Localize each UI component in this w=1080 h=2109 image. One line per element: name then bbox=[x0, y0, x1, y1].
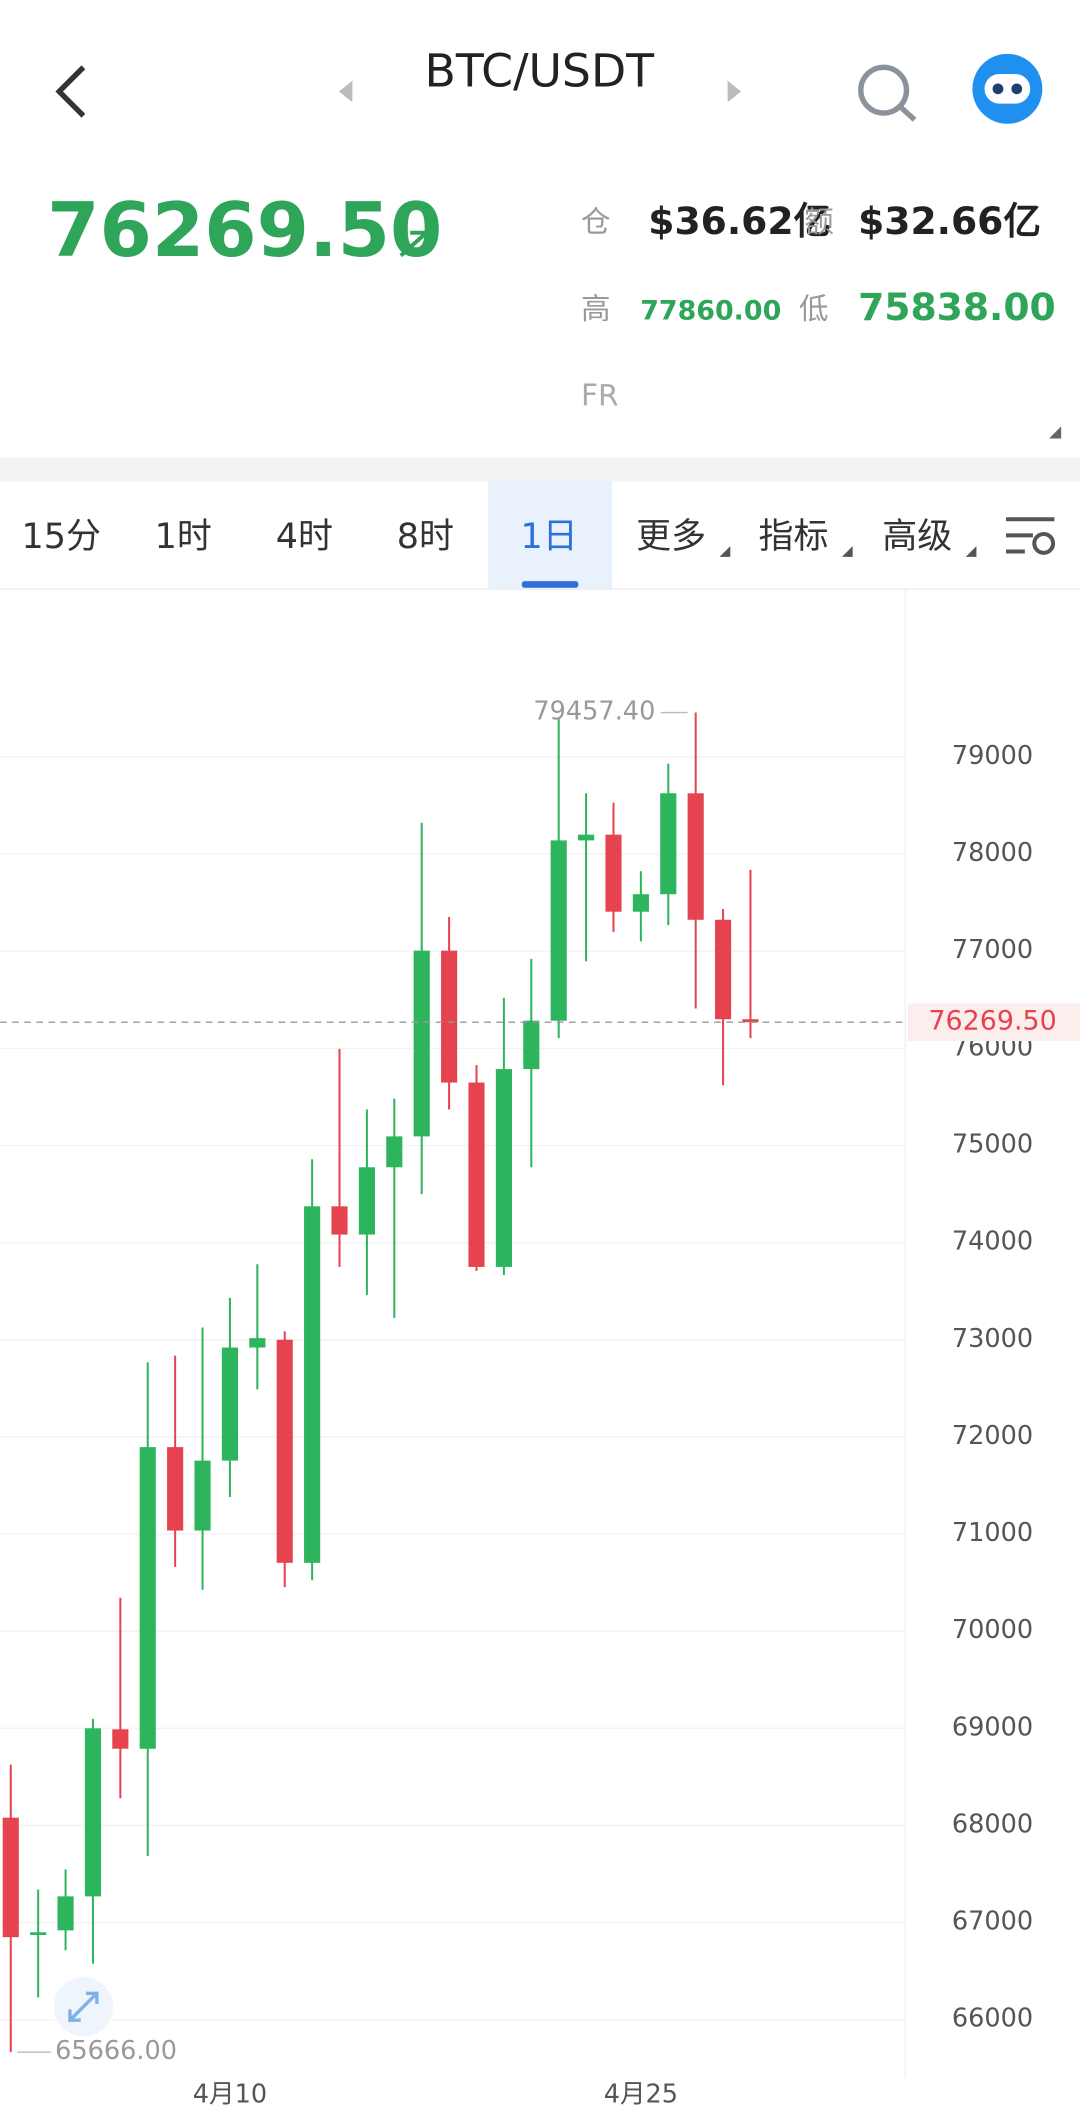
y-tick-label: 75000 bbox=[952, 1130, 1033, 1160]
candle-body bbox=[495, 1069, 512, 1267]
low-value: 75838.00 bbox=[858, 285, 1056, 329]
last-price-label: 76269.50 bbox=[928, 1006, 1056, 1037]
y-tick-label: 73000 bbox=[952, 1324, 1033, 1354]
last-price-tag bbox=[907, 1003, 1080, 1042]
timeframe-tab[interactable]: 指标 bbox=[759, 517, 829, 557]
candle-body bbox=[276, 1339, 293, 1563]
candle-body bbox=[84, 1728, 102, 1897]
separator bbox=[0, 457, 1080, 482]
high-label: 高 bbox=[581, 292, 611, 326]
x-tick-label: 4月10 bbox=[193, 2079, 267, 2109]
min-label: 65666.00 bbox=[55, 2036, 177, 2066]
y-tick-label: 72000 bbox=[952, 1421, 1033, 1451]
candle-body bbox=[413, 950, 430, 1137]
pair-title[interactable]: BTC/USDT bbox=[425, 45, 656, 98]
candle-body bbox=[715, 919, 732, 1020]
x-tick-label: 4月25 bbox=[604, 2079, 678, 2109]
y-tick-label: 77000 bbox=[952, 935, 1033, 965]
price-arrow bbox=[399, 230, 429, 258]
timeframe-tab[interactable]: 15分 bbox=[22, 517, 101, 557]
candle-body bbox=[578, 834, 595, 841]
dropdown-caret bbox=[719, 546, 731, 557]
timeframe-tab[interactable]: 4时 bbox=[276, 517, 333, 557]
candle-body bbox=[523, 1020, 540, 1070]
back-button[interactable] bbox=[55, 65, 86, 118]
candle-body bbox=[550, 840, 567, 1021]
candle-body bbox=[167, 1447, 184, 1531]
tab-indicator bbox=[521, 581, 579, 588]
candle-body bbox=[139, 1447, 156, 1749]
dropdown-caret bbox=[965, 546, 977, 557]
oi-label: 仓 bbox=[581, 205, 611, 239]
vol-label: 额 bbox=[804, 205, 834, 239]
candle-body bbox=[221, 1347, 239, 1461]
candle-body bbox=[304, 1206, 321, 1563]
avatar[interactable] bbox=[972, 53, 1043, 124]
timeframe-tab[interactable]: 高级 bbox=[882, 517, 952, 557]
high-value: 77860.00 bbox=[640, 296, 781, 327]
y-tick-label: 74000 bbox=[952, 1227, 1033, 1257]
fullscreen-button[interactable] bbox=[53, 1977, 113, 2037]
candle-body bbox=[249, 1338, 266, 1348]
candle-body bbox=[112, 1729, 129, 1749]
expand-corner[interactable] bbox=[1049, 426, 1062, 439]
candle-body bbox=[687, 793, 704, 920]
y-tick-label: 70000 bbox=[952, 1615, 1033, 1645]
timeframe-tab[interactable]: 1日 bbox=[520, 517, 577, 557]
settings-icon[interactable] bbox=[1006, 517, 1056, 555]
y-tick-label: 71000 bbox=[952, 1518, 1033, 1548]
y-tick-label: 67000 bbox=[952, 1907, 1033, 1937]
timeframe-tab[interactable]: 1时 bbox=[155, 517, 212, 557]
vol-value: $32.66亿 bbox=[858, 199, 1041, 243]
candle-body bbox=[57, 1896, 74, 1931]
candle-body bbox=[441, 950, 458, 1083]
candle-body bbox=[742, 1019, 759, 1023]
max-label: 79457.40 bbox=[533, 697, 655, 727]
candle-body bbox=[660, 793, 677, 895]
candle-body bbox=[2, 1817, 19, 1938]
candle-body bbox=[468, 1082, 485, 1267]
candle-body bbox=[386, 1136, 403, 1168]
y-tick-label: 68000 bbox=[952, 1809, 1033, 1839]
y-tick-label: 78000 bbox=[952, 838, 1033, 868]
prev-pair[interactable] bbox=[338, 80, 353, 103]
next-pair[interactable] bbox=[727, 80, 742, 103]
timeframe-tab[interactable]: 8时 bbox=[397, 517, 454, 557]
candle-body bbox=[358, 1167, 375, 1235]
candle-body bbox=[605, 834, 622, 912]
dropdown-caret bbox=[841, 546, 853, 557]
timeframe-tab[interactable]: 更多 bbox=[636, 517, 706, 557]
candle-body bbox=[331, 1206, 348, 1235]
last-price: 76269.50 bbox=[47, 186, 442, 274]
candle-body bbox=[632, 894, 649, 912]
y-tick-label: 69000 bbox=[952, 1712, 1033, 1742]
candle-body bbox=[194, 1460, 211, 1531]
fr-label: FR bbox=[581, 378, 619, 412]
search-button[interactable] bbox=[858, 64, 917, 122]
candle-body bbox=[30, 1932, 47, 1935]
y-tick-label: 66000 bbox=[952, 2004, 1033, 2034]
low-label: 低 bbox=[799, 292, 829, 326]
oi-value: $36.62亿 bbox=[648, 199, 831, 243]
tab-selected-bg bbox=[488, 481, 612, 590]
y-tick-label: 79000 bbox=[952, 741, 1033, 771]
